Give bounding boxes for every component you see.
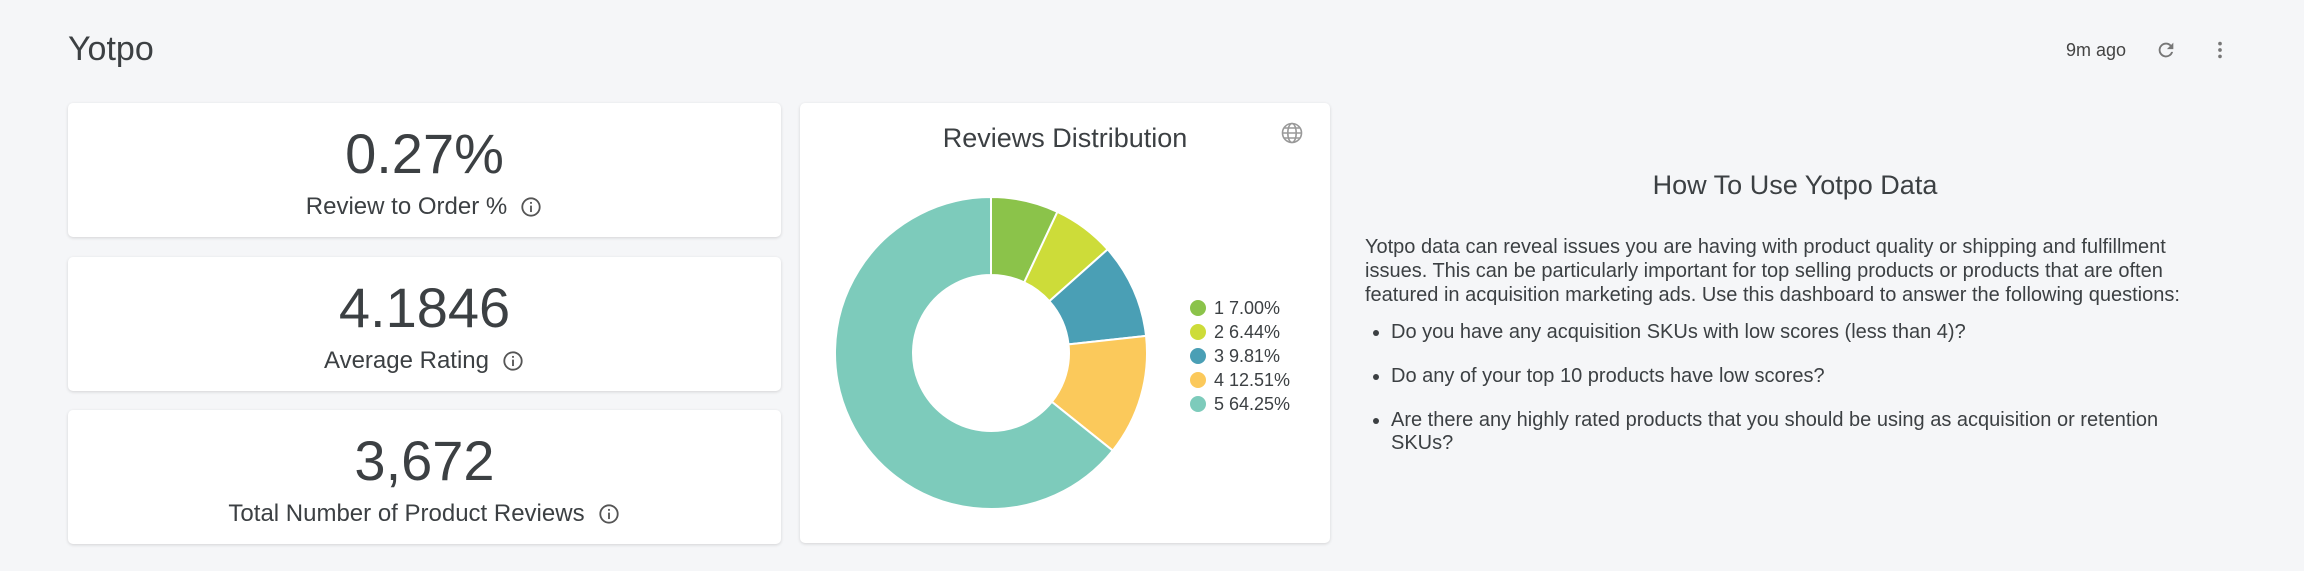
question-item: Do any of your top 10 products have low … [1391,365,2225,388]
legend-item-4[interactable]: 4 12.51% [1190,368,1290,392]
legend-item-1[interactable]: 1 7.00% [1190,296,1290,320]
last-updated: 9m ago [2065,39,2126,60]
question-item: Are there any highly rated products that… [1391,409,2225,455]
legend-swatch [1190,324,1206,340]
legend-label: 4 12.51% [1214,369,1291,390]
legend-label: 1 7.00% [1214,297,1281,318]
info-icon[interactable] [519,195,543,219]
kpi-value: 0.27% [345,122,504,185]
legend-item-2[interactable]: 2 6.44% [1190,320,1290,344]
kpi-card-total-reviews: 3,672 Total Number of Product Reviews [68,410,781,544]
kpi-value: 3,672 [354,429,495,492]
donut-chart [834,195,1148,510]
kpi-value: 4.1846 [338,276,511,339]
legend-item-3[interactable]: 3 9.81% [1190,344,1290,368]
chart-title: Reviews Distribution [942,123,1188,153]
how-to-title: How To Use Yotpo Data [1652,170,1938,200]
kpi-card-review-to-order: 0.27% Review to Order % [68,103,781,237]
info-icon[interactable] [597,502,621,526]
legend-item-5[interactable]: 5 64.25% [1190,392,1290,416]
kpi-card-average-rating: 4.1846 Average Rating [68,257,781,391]
legend-swatch [1190,348,1206,364]
kpi-label: Review to Order % [305,193,508,220]
reviews-distribution-card: Reviews Distribution 1 7.00% 2 6.44% 3 9.8… [800,103,1330,543]
legend-label: 5 64.25% [1214,393,1291,414]
legend-swatch [1190,300,1206,316]
legend-label: 3 9.81% [1214,345,1281,366]
how-to-intro: Yotpo data can reveal issues you are hav… [1365,236,2180,306]
question-item: Do you have any acquisition SKUs with lo… [1391,321,2225,344]
legend-swatch [1190,372,1206,388]
dashboard-controls: 9m ago [2066,36,2234,64]
more-vert-icon[interactable] [2206,36,2234,64]
kpi-label: Average Rating [324,347,489,374]
info-icon[interactable] [501,349,525,373]
how-to-panel: How To Use Yotpo Data Yotpo data can rev… [1365,170,2225,476]
donut-slice-5[interactable] [834,195,1115,510]
dashboard-title: Yotpo [68,30,154,68]
legend-label: 2 6.44% [1214,321,1281,342]
question-list: Do you have any acquisition SKUs with lo… [1365,321,2225,455]
chart-legend: 1 7.00% 2 6.44% 3 9.81% 4 12.51% 5 64.25% [1190,296,1290,416]
kpi-label: Total Number of Product Reviews [228,500,585,527]
refresh-icon[interactable] [2152,36,2180,64]
legend-swatch [1190,396,1206,412]
globe-icon[interactable] [1280,121,1306,147]
